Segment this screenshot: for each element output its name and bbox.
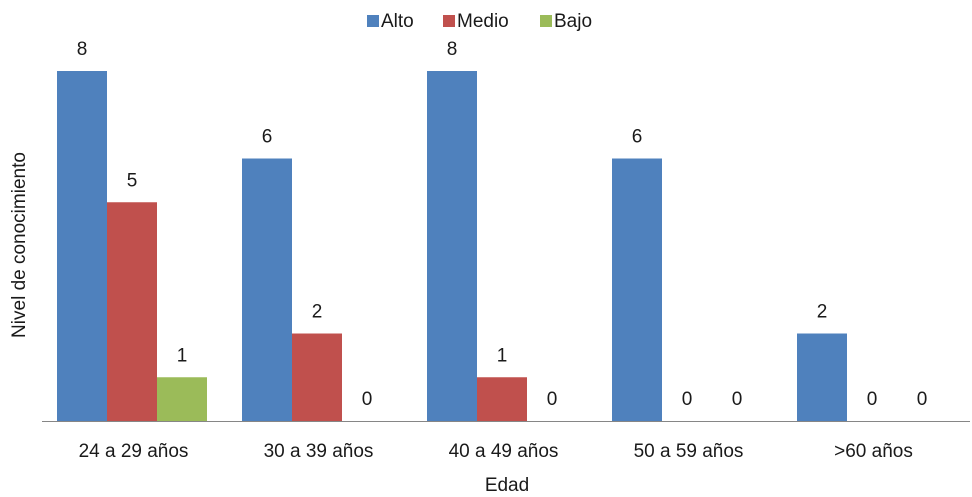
data-label-alto-4: 6 xyxy=(632,127,643,148)
data-label-bajo-1: 1 xyxy=(177,345,188,366)
bar-alto-5 xyxy=(797,333,847,421)
data-label-bajo-5: 0 xyxy=(917,389,928,410)
x-axis-title: Edad xyxy=(485,475,529,496)
data-label-medio-3: 1 xyxy=(497,345,508,366)
data-label-bajo-4: 0 xyxy=(732,389,743,410)
data-label-medio-1: 5 xyxy=(127,170,138,191)
legend-label-medio: Medio xyxy=(457,11,509,32)
x-tick-label: 50 a 59 años xyxy=(634,441,744,462)
data-label-medio-2: 2 xyxy=(312,302,323,323)
y-axis-title: Nivel de conocimiento xyxy=(9,152,30,338)
x-tick-label: 30 a 39 años xyxy=(264,441,374,462)
bar-medio-3 xyxy=(477,377,527,421)
data-label-alto-3: 8 xyxy=(447,39,458,60)
data-label-bajo-3: 0 xyxy=(547,389,558,410)
data-label-alto-1: 8 xyxy=(77,39,88,60)
x-tick-label: 24 a 29 años xyxy=(79,441,189,462)
bar-bajo-1 xyxy=(157,377,207,421)
x-tick-label: >60 años xyxy=(834,441,913,462)
data-label-alto-2: 6 xyxy=(262,127,273,148)
x-tick-labels: 24 a 29 años 30 a 39 años 40 a 49 años 50 a… xyxy=(79,441,913,462)
bar-alto-2 xyxy=(242,158,292,421)
legend-label-alto: Alto xyxy=(381,11,414,32)
bar-medio-1 xyxy=(107,202,157,421)
legend-label-bajo: Bajo xyxy=(554,11,592,32)
bars: 8 6 8 6 2 5 2 1 0 0 1 0 0 0 0 xyxy=(57,39,927,421)
bar-alto-4 xyxy=(612,158,662,421)
data-label-alto-5: 2 xyxy=(817,302,828,323)
data-label-medio-5: 0 xyxy=(867,389,878,410)
bar-alto-1 xyxy=(57,71,107,421)
legend-swatch-bajo xyxy=(540,15,552,27)
legend-swatch-medio xyxy=(443,15,455,27)
bar-medio-2 xyxy=(292,333,342,421)
data-label-medio-4: 0 xyxy=(682,389,693,410)
x-tick-label: 40 a 49 años xyxy=(449,441,559,462)
bar-alto-3 xyxy=(427,71,477,421)
legend-swatch-alto xyxy=(367,15,379,27)
data-label-bajo-2: 0 xyxy=(362,389,373,410)
legend: Alto Medio Bajo xyxy=(367,11,592,32)
